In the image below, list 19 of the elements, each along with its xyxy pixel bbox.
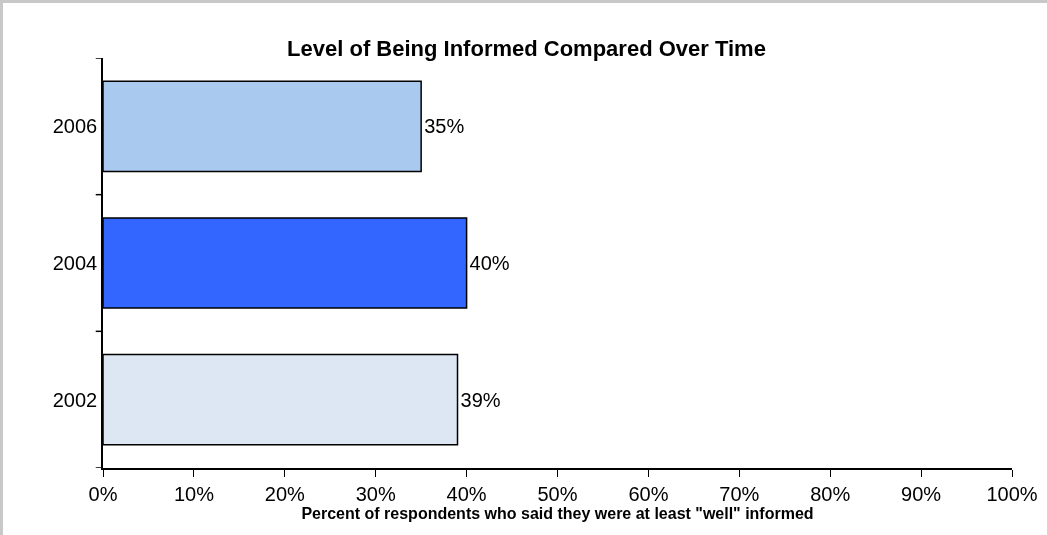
x-tick-label: 60% [628, 482, 669, 505]
x-tick-label: 70% [719, 482, 760, 505]
x-tick-label: 0% [88, 482, 118, 505]
y-tick-label: 2004 [52, 252, 98, 274]
chart-title: Level of Being Informed Compared Over Time [287, 35, 766, 61]
data-label: 40% [469, 252, 510, 274]
x-tick-label: 80% [810, 482, 851, 505]
y-tick-label: 2002 [52, 388, 98, 411]
x-tick-label: 100% [986, 482, 1038, 505]
x-tick-label: 40% [446, 482, 487, 505]
x-tick-label: 20% [264, 482, 306, 505]
x-tick-label: 10% [173, 482, 215, 505]
data-label: 35% [424, 115, 465, 138]
data-label: 39% [460, 388, 501, 411]
x-tick-label: 30% [355, 482, 396, 505]
x-tick-label: 50% [537, 482, 578, 505]
y-tick-label: 2006 [52, 115, 98, 138]
x-tick-label: 90% [901, 482, 942, 505]
x-axis-title: Percent of respondents who said they were at least "well" informed [301, 504, 814, 522]
